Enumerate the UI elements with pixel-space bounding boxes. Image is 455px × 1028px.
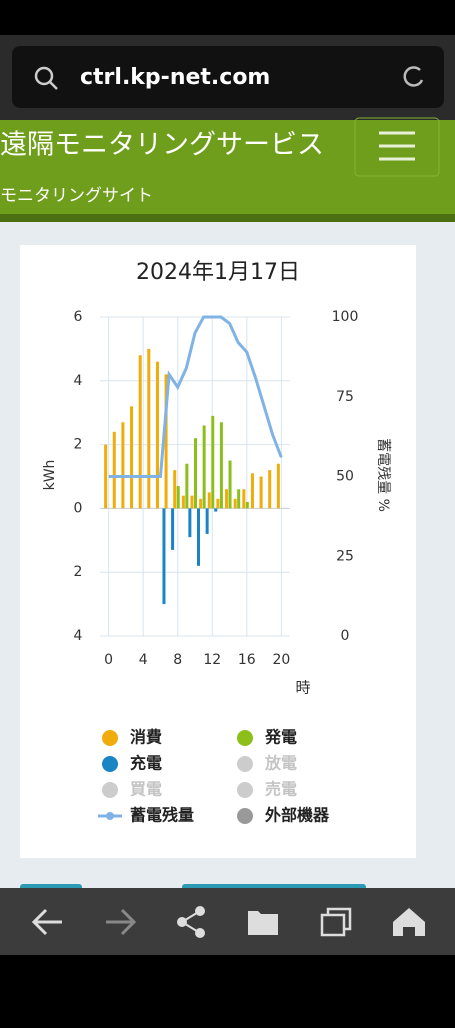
menu-button[interactable]: [354, 117, 440, 177]
bar: [112, 431, 116, 509]
legend-marker: [102, 730, 118, 746]
tabs-icon: [326, 907, 352, 931]
bar: [197, 508, 200, 566]
bar: [155, 361, 159, 509]
share-icon[interactable]: [177, 906, 205, 938]
y-tick-label: 4: [74, 628, 83, 644]
y2-tick-label: 100: [332, 309, 359, 325]
y-tick-label: 6: [74, 309, 83, 325]
legend-label: 外部機器: [264, 806, 330, 825]
line-series: [108, 315, 283, 478]
bar: [188, 508, 192, 538]
bar: [138, 355, 142, 509]
menu-icon: [379, 131, 415, 161]
legend-label: 放電: [264, 754, 297, 773]
bar: [233, 498, 237, 509]
y2-tick-label: 75: [336, 389, 354, 405]
legend-label: 売電: [265, 780, 297, 799]
bar: [185, 463, 189, 509]
url-box[interactable]: [12, 46, 444, 108]
bar: [216, 498, 220, 509]
y2-tick-label: 0: [341, 628, 350, 644]
bar: [130, 406, 134, 509]
y2-tick-label: 25: [336, 548, 354, 564]
bar: [162, 508, 166, 605]
bar: [164, 374, 168, 509]
legend-marker: [237, 782, 253, 798]
bar: [276, 463, 280, 509]
tabs-icon[interactable]: [320, 913, 346, 937]
bar: [190, 495, 194, 509]
header-border: [0, 214, 455, 222]
legend-label: 買電: [130, 780, 162, 799]
bar: [181, 495, 185, 509]
search-icon: [34, 66, 54, 86]
x-tick-label: 16: [238, 652, 256, 668]
forward-icon[interactable]: [106, 908, 137, 936]
y-axis-label: kWh: [42, 460, 58, 491]
bar: [205, 508, 209, 534]
bar: [214, 508, 218, 512]
nav-bar: [0, 888, 455, 955]
url: ctrl.kp-net.com: [80, 65, 270, 90]
y2-tick-label: 50: [336, 469, 354, 485]
x-axis-label: 時: [295, 679, 310, 697]
header: [0, 120, 455, 222]
chart-title: 2024年1月17日: [136, 260, 300, 285]
bar: [104, 444, 108, 509]
x-tick-label: 4: [139, 652, 148, 668]
bookmarks-icon[interactable]: [248, 911, 278, 935]
chart-card: [20, 245, 416, 858]
site-subtitle: モニタリングサイト: [0, 186, 153, 206]
bar: [225, 489, 229, 509]
bar: [242, 489, 246, 509]
bar: [259, 476, 263, 509]
bar: [199, 498, 203, 509]
legend-label: 蓄電残量: [130, 806, 194, 825]
bar: [228, 460, 232, 509]
back-icon[interactable]: [31, 908, 62, 936]
bar: [219, 422, 223, 509]
bar: [237, 489, 241, 509]
bar: [121, 422, 125, 509]
bar: [250, 473, 254, 509]
bar: [245, 502, 249, 509]
legend-marker: [102, 782, 118, 798]
bar: [147, 348, 151, 509]
x-tick-label: 8: [173, 652, 182, 668]
y-tick-label: 4: [74, 373, 83, 389]
bar: [173, 470, 177, 509]
legend-marker: [106, 812, 114, 820]
legend-marker: [237, 756, 253, 772]
home-icon[interactable]: [393, 908, 425, 936]
x-tick-label: 12: [203, 652, 221, 668]
site-title: 遠隔モニタリングサービス: [0, 130, 324, 161]
legend-marker: [237, 808, 253, 824]
bar: [176, 486, 180, 509]
x-tick-label: 0: [104, 652, 113, 668]
y-tick-label: 2: [74, 564, 83, 580]
y-tick-label: 2: [74, 437, 83, 453]
y-tick-label: 0: [74, 500, 83, 516]
search-icon: [49, 81, 58, 90]
bar: [268, 470, 272, 509]
bar: [194, 438, 197, 509]
bar: [207, 492, 211, 509]
legend-label: 発電: [264, 728, 297, 747]
bar: [202, 425, 206, 509]
legend-marker: [237, 730, 253, 746]
x-tick-label: 20: [272, 652, 290, 668]
bar: [211, 415, 215, 509]
legend-marker: [102, 756, 118, 772]
bar: [171, 508, 175, 550]
reload-icon[interactable]: [403, 66, 424, 87]
y2-axis-label: 蓄電残量 %: [375, 438, 391, 512]
legend-label: 消費: [130, 728, 162, 747]
legend-label: 充電: [130, 754, 162, 773]
